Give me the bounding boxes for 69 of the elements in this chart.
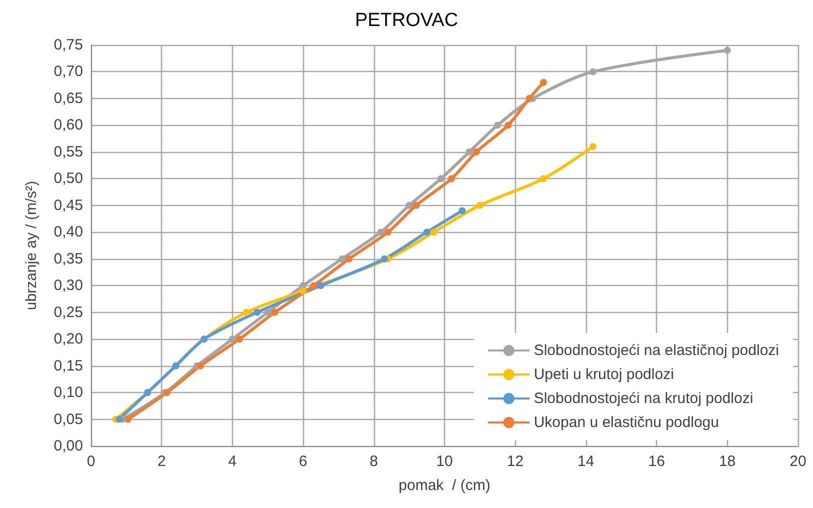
x-tick-label: 18	[718, 453, 736, 470]
point	[437, 175, 444, 182]
point	[254, 308, 261, 316]
y-tick-label: 0,10	[54, 384, 83, 402]
y-tick-label: 0,00	[54, 438, 83, 454]
x-tick-label: 10	[436, 453, 453, 470]
point	[228, 336, 236, 343]
point	[346, 255, 353, 262]
y-tick-label: 0,05	[54, 410, 83, 428]
point	[458, 207, 466, 214]
point	[466, 148, 473, 156]
point	[472, 148, 480, 156]
legend-label: Upeti u krutoj podlozi	[534, 366, 674, 383]
x-tick-label: 2	[158, 453, 166, 470]
point	[430, 228, 438, 236]
legend-label: Slobodnostojeći na krutoj podlozi	[534, 390, 754, 407]
point	[589, 68, 596, 76]
y-axis-title: ubrzanje ay / (m/s²)	[23, 180, 40, 310]
y-tick-label: 0,50	[54, 170, 83, 188]
point	[423, 228, 430, 236]
y-tick-label: 0,25	[54, 304, 83, 321]
point	[377, 228, 384, 236]
y-tick-label: 0,75	[54, 36, 83, 54]
point	[264, 308, 272, 316]
x-tick-label: 8	[370, 453, 378, 470]
x-tick-label: 12	[506, 453, 524, 470]
y-tick-label: 0,65	[54, 90, 83, 107]
point	[504, 122, 512, 129]
point	[197, 362, 204, 370]
point	[540, 78, 547, 86]
point	[310, 282, 318, 290]
x-tick-label: 20	[790, 453, 806, 470]
point	[724, 46, 731, 54]
y-tick-label: 0,15	[54, 357, 83, 374]
y-tick-label: 0,70	[54, 63, 83, 80]
x-tick-label: 6	[298, 453, 308, 470]
y-tick-label: 0,40	[54, 224, 83, 241]
x-tick-label: 4	[228, 453, 237, 470]
point	[380, 255, 388, 262]
chart-title: PETROVAC	[354, 10, 458, 31]
x-axis-title: pomak / (cm)	[398, 477, 490, 494]
point	[476, 202, 484, 209]
point	[338, 255, 346, 262]
point	[317, 282, 324, 290]
point	[236, 336, 243, 343]
y-tick-label: 0,45	[54, 196, 83, 214]
point	[406, 202, 413, 209]
point	[124, 416, 132, 423]
legend-label: Slobodnostojeći na elastičnoj podlozi	[534, 342, 780, 359]
point	[412, 202, 420, 209]
point	[526, 94, 533, 102]
y-tick-label: 0,60	[54, 116, 83, 134]
point	[448, 175, 456, 182]
point	[384, 228, 392, 236]
point	[300, 287, 307, 294]
x-tick-label: 16	[648, 453, 665, 470]
point	[243, 308, 250, 316]
y-tick-label: 0,55	[54, 143, 83, 160]
y-tick-label: 0,35	[54, 250, 83, 268]
y-tick-label: 0,30	[54, 277, 83, 294]
legend-label: Ukopan u elastičnu podlogu	[534, 414, 719, 431]
y-tick-label: 0,20	[54, 330, 83, 348]
point	[271, 308, 278, 316]
point	[494, 122, 502, 129]
x-tick-label: 14	[578, 453, 594, 470]
point	[589, 143, 596, 150]
point	[116, 416, 123, 423]
point	[540, 175, 547, 182]
x-tick-label: 0	[86, 453, 96, 470]
